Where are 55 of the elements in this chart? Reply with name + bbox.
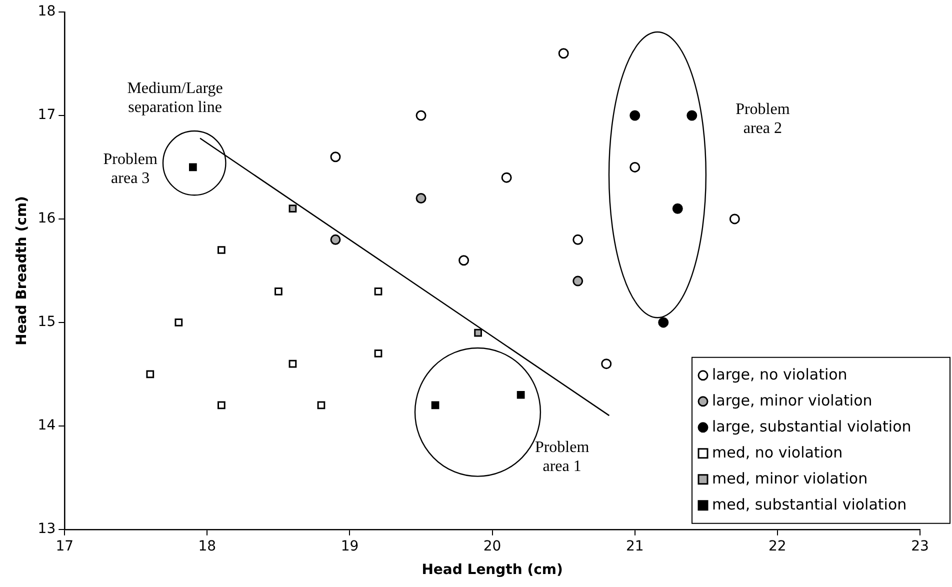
x-tick-label: 18 bbox=[198, 538, 216, 554]
legend-label: med, no violation bbox=[712, 443, 843, 462]
point bbox=[218, 401, 226, 410]
point bbox=[330, 152, 341, 162]
point bbox=[558, 48, 569, 59]
point bbox=[601, 358, 612, 370]
annotation: Problem area 2 bbox=[736, 101, 790, 138]
y-tick-label: 14 bbox=[38, 418, 56, 434]
point bbox=[474, 328, 482, 337]
series-label: Medium/Large separation line bbox=[127, 80, 223, 116]
point bbox=[729, 214, 740, 224]
point bbox=[516, 390, 525, 399]
point bbox=[416, 193, 426, 204]
point bbox=[501, 172, 512, 183]
legend-label: med, minor violation bbox=[712, 469, 868, 488]
point bbox=[658, 317, 669, 328]
point bbox=[218, 246, 226, 254]
point bbox=[572, 234, 584, 245]
point bbox=[146, 370, 154, 378]
x-tick-label: 23 bbox=[911, 538, 929, 554]
point bbox=[317, 401, 326, 410]
point bbox=[686, 110, 698, 121]
y-axis-title: Head Breadth (cm) bbox=[14, 196, 30, 346]
point bbox=[416, 110, 426, 121]
legend-label: large, substantial violation bbox=[712, 417, 912, 436]
y-tick-label: 17 bbox=[38, 107, 56, 124]
point bbox=[374, 350, 382, 358]
point bbox=[630, 162, 640, 172]
legend-label: large, no violation bbox=[712, 365, 848, 384]
point bbox=[431, 401, 440, 410]
y-tick-label: 18 bbox=[38, 4, 56, 20]
annotation: Problem area 1 bbox=[534, 439, 590, 476]
x-tick-label: 17 bbox=[56, 538, 74, 554]
point bbox=[174, 318, 183, 326]
point bbox=[630, 110, 640, 121]
x-tick-label: 20 bbox=[483, 538, 502, 554]
point bbox=[672, 203, 683, 214]
x-axis-title: Head Length (cm) bbox=[422, 562, 563, 578]
point bbox=[374, 287, 382, 296]
legend-label: med, substantial violation bbox=[712, 495, 907, 514]
point bbox=[188, 163, 197, 172]
x-tick-label: 22 bbox=[768, 538, 786, 554]
point bbox=[288, 204, 297, 213]
y-tick-label: 16 bbox=[38, 210, 56, 227]
annotation: Problem area 3 bbox=[103, 150, 158, 187]
point bbox=[288, 360, 297, 368]
y-tick-label: 15 bbox=[38, 314, 56, 330]
point bbox=[274, 287, 282, 296]
legend-label: large, minor violation bbox=[712, 391, 872, 410]
point bbox=[458, 255, 470, 266]
point bbox=[330, 234, 341, 245]
x-tick-label: 19 bbox=[340, 538, 359, 554]
point bbox=[572, 276, 584, 286]
x-tick-label: 21 bbox=[626, 538, 644, 554]
y-tick-label: 13 bbox=[38, 521, 56, 538]
